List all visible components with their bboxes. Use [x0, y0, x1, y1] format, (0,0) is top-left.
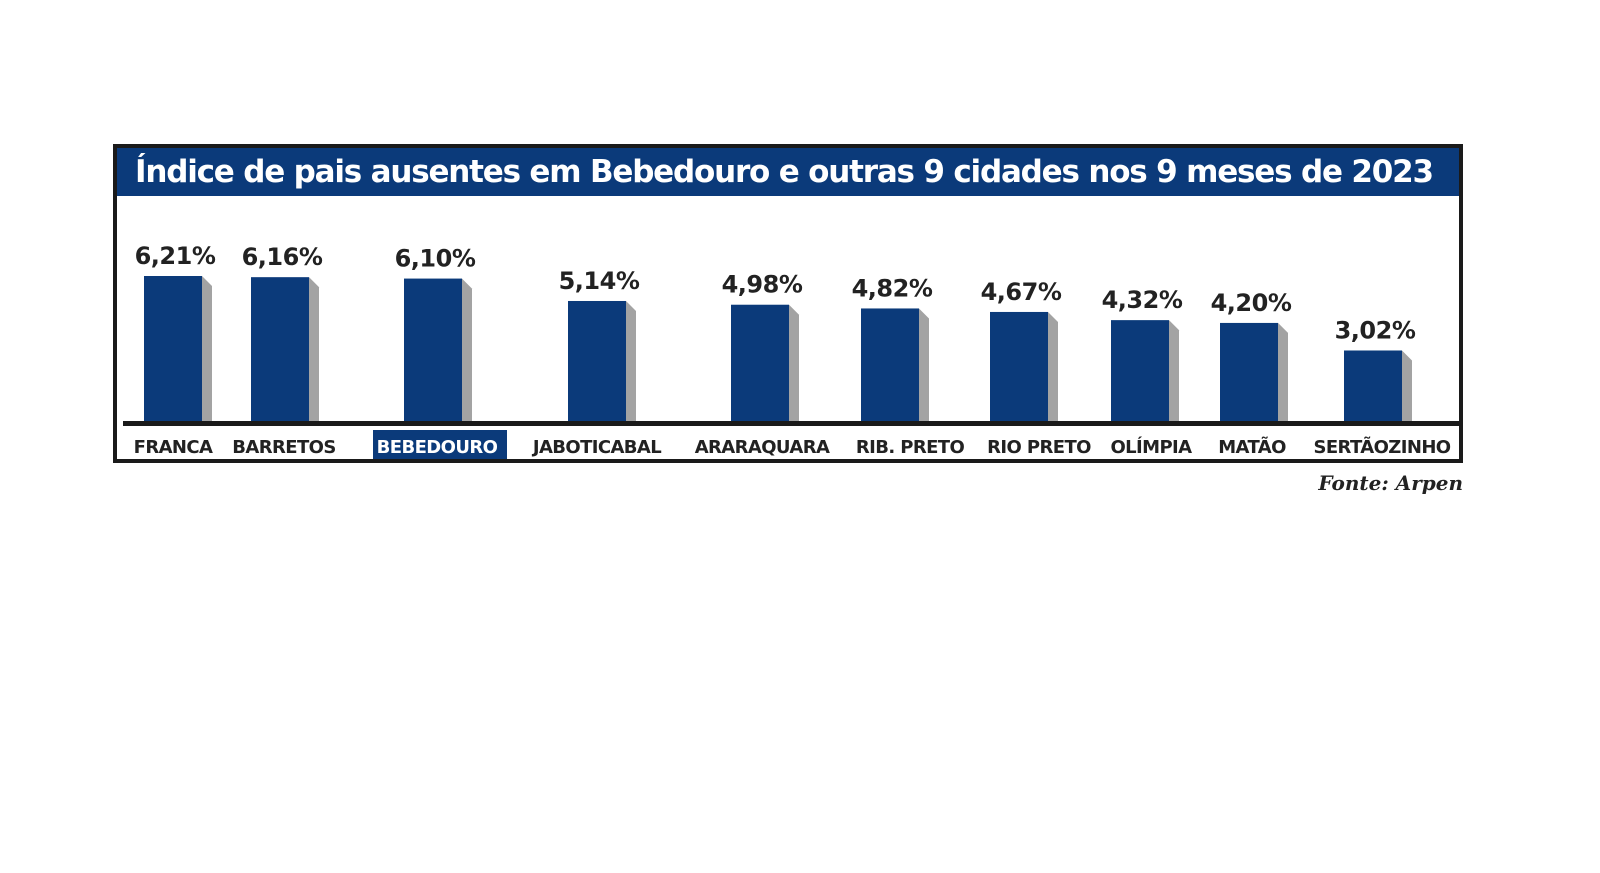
category-label-sertaozinho: SERTÃOZINHO: [1313, 435, 1450, 458]
bar-matao: [1220, 322, 1278, 421]
value-label-bebedouro: 6,10%: [395, 245, 476, 273]
chart-title: Índice de pais ausentes em Bebedouro e o…: [135, 154, 1434, 190]
bar-shadow-rio-preto: [1048, 311, 1058, 421]
bar-rio-preto: [990, 311, 1048, 421]
value-label-olimpia: 4,32%: [1102, 286, 1183, 314]
bar-bebedouro: [404, 278, 462, 421]
bar-franca: [144, 276, 202, 421]
bar-shadow-sertaozinho: [1402, 350, 1412, 421]
bar-shadow-franca: [202, 276, 212, 421]
value-label-barretos: 6,16%: [242, 243, 323, 271]
bar-shadow-bebedouro: [462, 278, 472, 421]
bar-shadow-barretos: [309, 277, 319, 421]
category-label-barretos: BARRETOS: [232, 437, 335, 458]
value-label-jaboticabal: 5,14%: [559, 267, 640, 295]
category-label-rib-preto: RIB. PRETO: [856, 437, 965, 458]
value-label-franca: 6,21%: [135, 242, 216, 270]
bar-araraquara: [731, 304, 789, 421]
value-label-rib-preto: 4,82%: [852, 274, 933, 302]
bar-shadow-matao: [1278, 322, 1288, 421]
title-bar: Índice de pais ausentes em Bebedouro e o…: [117, 148, 1459, 196]
category-label-rio-preto: RIO PRETO: [987, 437, 1091, 458]
bar-rib-preto: [861, 308, 919, 421]
bar-shadow-rib-preto: [919, 308, 929, 421]
value-label-matao: 4,20%: [1211, 289, 1292, 317]
baseline: [123, 421, 1459, 426]
highlight-label-bg: [373, 430, 507, 459]
bar-sertaozinho: [1344, 350, 1402, 421]
chart-frame: Índice de pais ausentes em Bebedouro e o…: [113, 144, 1463, 463]
value-label-rio-preto: 4,67%: [981, 278, 1062, 306]
category-label-matao: MATÃO: [1218, 435, 1286, 458]
source-note: Fonte: Arpen: [1318, 471, 1463, 495]
bar-chart: 6,21% 6,16% 6,10% 5,14% 4,98% 4,82% 4,67% 4,32%…: [123, 242, 1459, 459]
bar-shadow-araraquara: [789, 304, 799, 421]
category-label-araraquara: ARARAQUARA: [695, 437, 830, 458]
category-label-franca: FRANCA: [134, 437, 213, 458]
value-label-sertaozinho: 3,02%: [1335, 316, 1416, 344]
bar-jaboticabal: [568, 300, 626, 421]
category-label-jaboticabal: JABOTICABAL: [531, 437, 661, 458]
bar-shadow-olimpia: [1169, 320, 1179, 421]
category-label-bebedouro: BEBEDOURO: [377, 437, 498, 458]
bar-barretos: [251, 277, 309, 421]
value-label-araraquara: 4,98%: [722, 271, 803, 299]
category-label-olimpia: OLÍMPIA: [1110, 436, 1192, 458]
bar-olimpia: [1111, 320, 1169, 421]
bar-shadow-jaboticabal: [626, 300, 636, 421]
